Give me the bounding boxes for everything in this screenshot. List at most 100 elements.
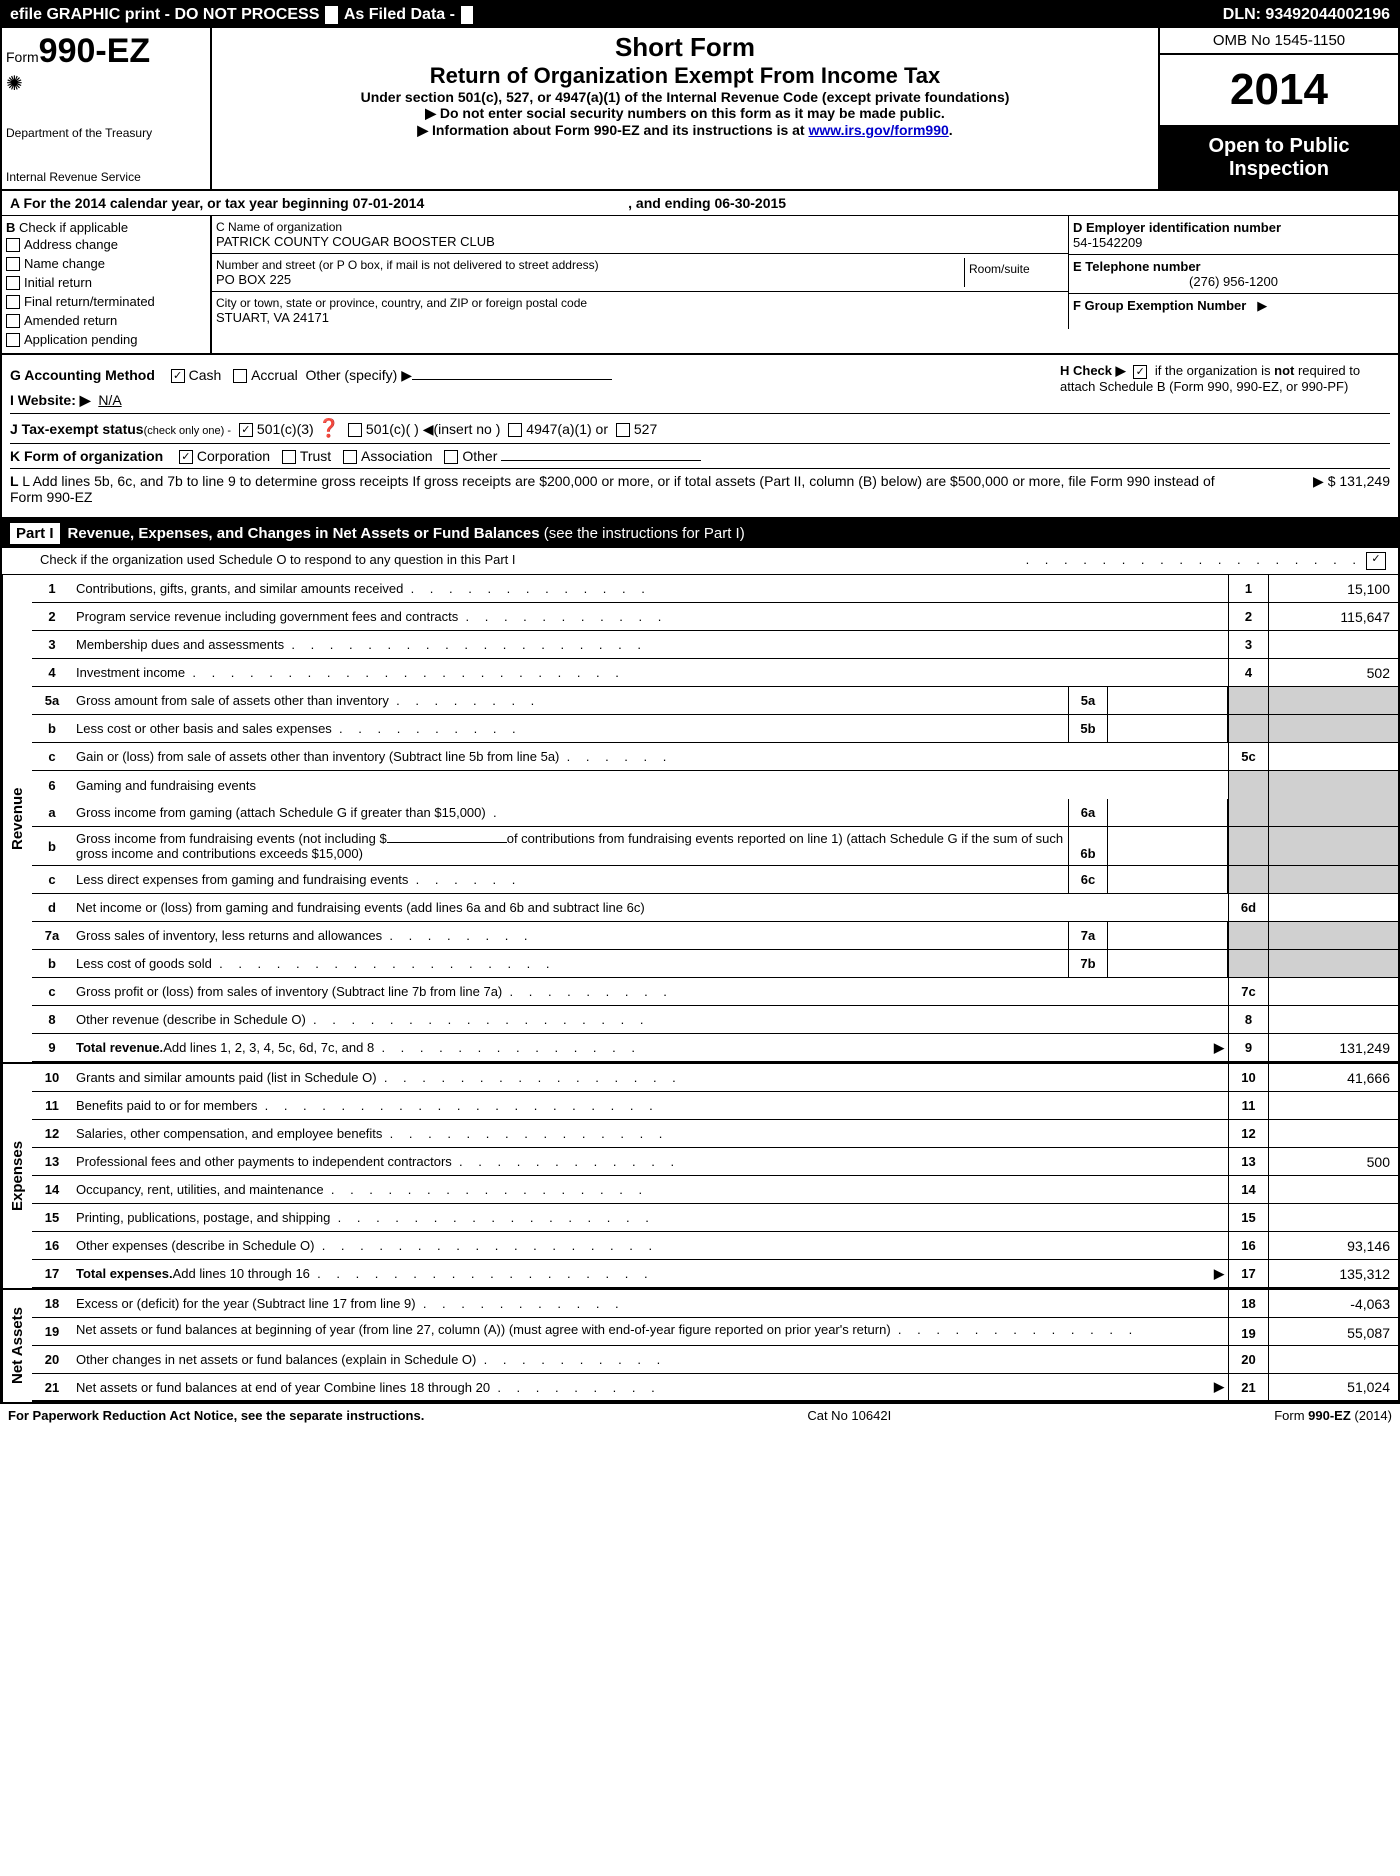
side-netassets: Net Assets — [2, 1290, 32, 1402]
check-address-change[interactable]: Address change — [6, 235, 206, 254]
inspection-line2: Inspection — [1164, 158, 1394, 181]
l16-desc: Other expenses (describe in Schedule O) — [76, 1238, 314, 1253]
l7a-mn: 7a — [1068, 922, 1108, 949]
l8-rn: 8 — [1228, 1006, 1268, 1033]
row-a: A For the 2014 calendar year, or tax yea… — [2, 191, 1398, 216]
l18-desc: Excess or (deficit) for the year (Subtra… — [76, 1296, 416, 1311]
l5a-mn: 5a — [1068, 687, 1108, 714]
check-application-pending[interactable]: Application pending — [6, 330, 206, 349]
l5a-mv — [1108, 687, 1228, 714]
l4-val: 502 — [1268, 659, 1398, 686]
as-filed-label: As Filed Data - — [344, 6, 455, 24]
l7b-mv — [1108, 950, 1228, 977]
section-def: D Employer identification number 54-1542… — [1068, 216, 1398, 329]
part1-checkbox[interactable]: ✓ — [1366, 552, 1386, 570]
l9-num: 9 — [32, 1034, 72, 1061]
help-icon[interactable]: ❓ — [318, 418, 340, 438]
j-opt3: 4947(a)(1) or — [526, 421, 608, 437]
l7a-desc: Gross sales of inventory, less returns a… — [76, 928, 382, 943]
l7c-num: c — [32, 978, 72, 1005]
f-arrow: ▶ — [1257, 298, 1267, 313]
j-501c3-checkbox[interactable]: ✓ — [239, 423, 253, 437]
g-label: G Accounting Method — [10, 367, 155, 383]
check-initial-return[interactable]: Initial return — [6, 273, 206, 292]
l6-rn — [1228, 771, 1268, 799]
org-name: PATRICK COUNTY COUGAR BOOSTER CLUB — [216, 234, 1064, 249]
city-label: City or town, state or province, country… — [216, 296, 1064, 310]
check-label-2: Initial return — [24, 275, 92, 290]
l6a-mn: 6a — [1068, 799, 1108, 826]
l20-rn: 20 — [1228, 1346, 1268, 1373]
l9-val: 131,249 — [1268, 1034, 1398, 1061]
l20-val — [1268, 1346, 1398, 1373]
part1-check-row: Check if the organization used Schedule … — [2, 548, 1398, 575]
l8-desc: Other revenue (describe in Schedule O) — [76, 1012, 306, 1027]
k-assoc-checkbox[interactable] — [343, 450, 357, 464]
l12-num: 12 — [32, 1120, 72, 1147]
h-checkbox[interactable]: ✓ — [1133, 365, 1147, 379]
l19-rn: 19 — [1228, 1318, 1268, 1345]
l10-num: 10 — [32, 1064, 72, 1091]
block-gl: H Check ▶ ✓ if the organization is not r… — [2, 355, 1398, 519]
b-check-if: Check if applicable — [19, 220, 128, 235]
l19-val: 55,087 — [1268, 1318, 1398, 1345]
l2-num: 2 — [32, 603, 72, 630]
l12-val — [1268, 1120, 1398, 1147]
l6b-num: b — [32, 827, 72, 865]
room-label: Room/suite — [969, 262, 1060, 276]
l16-rn: 16 — [1228, 1232, 1268, 1259]
l6c-rn — [1228, 866, 1268, 893]
l11-desc: Benefits paid to or for members — [76, 1098, 257, 1113]
l6a-mv — [1108, 799, 1228, 826]
h-label: H Check ▶ — [1060, 363, 1126, 378]
check-amended[interactable]: Amended return — [6, 311, 206, 330]
l5b-rv — [1268, 715, 1398, 742]
k-corp-checkbox[interactable]: ✓ — [179, 450, 193, 464]
check-name-change[interactable]: Name change — [6, 254, 206, 273]
j-501c-checkbox[interactable] — [348, 423, 362, 437]
l5c-val — [1268, 743, 1398, 770]
header-center: Short Form Return of Organization Exempt… — [212, 28, 1158, 189]
g-accrual-checkbox[interactable] — [233, 369, 247, 383]
l4-rn: 4 — [1228, 659, 1268, 686]
l10-rn: 10 — [1228, 1064, 1268, 1091]
part1-check-text: Check if the organization used Schedule … — [40, 552, 1026, 570]
check-final-return[interactable]: Final return/terminated — [6, 292, 206, 311]
part1-note: (see the instructions for Part I) — [540, 525, 745, 542]
l15-num: 15 — [32, 1204, 72, 1231]
footer: For Paperwork Reduction Act Notice, see … — [0, 1404, 1400, 1427]
l2-rn: 2 — [1228, 603, 1268, 630]
j-4947-checkbox[interactable] — [508, 423, 522, 437]
g-other: Other (specify) ▶ — [306, 367, 412, 383]
g-cash-checkbox[interactable]: ✓ — [171, 369, 185, 383]
part1-label: Part I — [10, 523, 60, 544]
k-other-checkbox[interactable] — [444, 450, 458, 464]
l5b-desc: Less cost or other basis and sales expen… — [76, 721, 332, 736]
l6c-desc: Less direct expenses from gaming and fun… — [76, 872, 408, 887]
note-info: ▶ Information about Form 990-EZ and its … — [222, 122, 1148, 139]
l6b-rn — [1228, 827, 1268, 865]
form-number: 990-EZ — [39, 32, 151, 70]
part1-title-wrap: Revenue, Expenses, and Changes in Net As… — [68, 525, 745, 542]
irs-link[interactable]: www.irs.gov/form990 — [808, 122, 948, 138]
l6a-rn — [1228, 799, 1268, 826]
l8-val — [1268, 1006, 1398, 1033]
l15-desc: Printing, publications, postage, and shi… — [76, 1210, 330, 1225]
dept-treasury: Department of the Treasury — [6, 126, 206, 140]
k-trust-checkbox[interactable] — [282, 450, 296, 464]
inspection-label: Open to Public Inspection — [1160, 127, 1398, 189]
j-527-checkbox[interactable] — [616, 423, 630, 437]
l5c-desc: Gain or (loss) from sale of assets other… — [76, 749, 559, 764]
l6c-num: c — [32, 866, 72, 893]
org-city: STUART, VA 24171 — [216, 310, 1064, 325]
l7a-mv — [1108, 922, 1228, 949]
l6d-num: d — [32, 894, 72, 921]
e-label: E Telephone number — [1073, 259, 1394, 274]
topbar-separator-2 — [461, 6, 473, 24]
revenue-section: Revenue 1Contributions, gifts, grants, a… — [2, 575, 1398, 1062]
row-k: K Form of organization ✓Corporation Trus… — [10, 444, 1390, 469]
l1-rn: 1 — [1228, 575, 1268, 602]
l6d-val — [1268, 894, 1398, 921]
l4-num: 4 — [32, 659, 72, 686]
l7b-rv — [1268, 950, 1398, 977]
